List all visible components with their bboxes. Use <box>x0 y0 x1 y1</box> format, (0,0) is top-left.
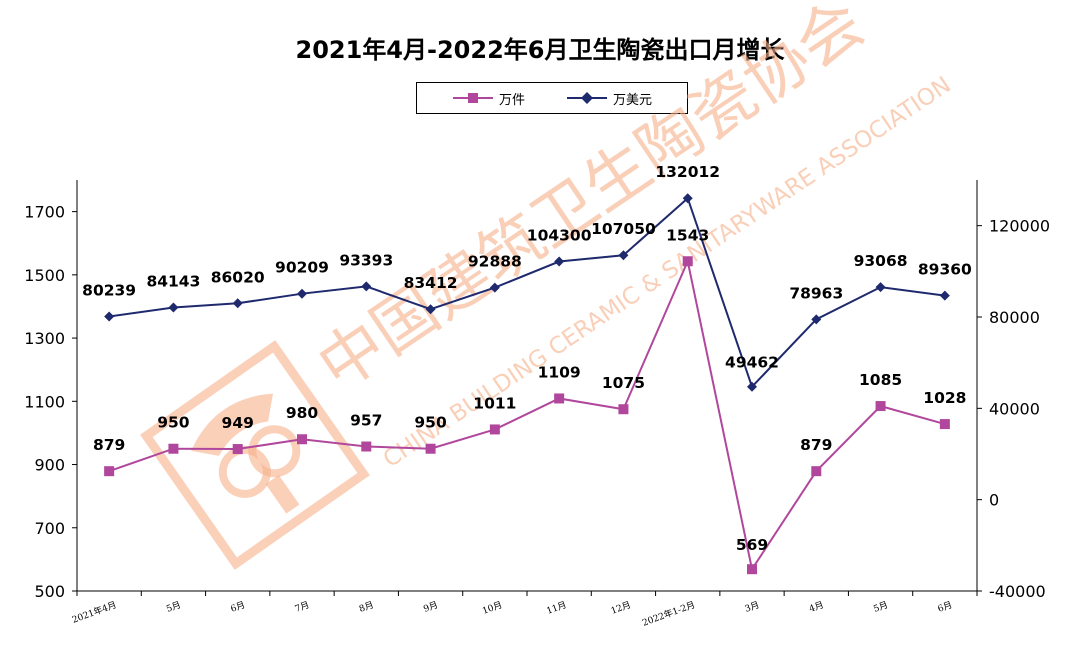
series-2-data-label: 92888 <box>468 253 522 271</box>
y-right-tick-label: 80000 <box>989 308 1040 327</box>
series-1-point <box>297 434 307 445</box>
series-2-point <box>168 302 179 313</box>
x-tick-label: 2022年1-2月 <box>641 599 697 629</box>
series-1-point <box>682 256 693 267</box>
series-1-point <box>747 564 757 575</box>
series-1-point <box>875 401 886 412</box>
x-tick-label: 3月 <box>743 599 761 614</box>
legend-swatch-series1 <box>453 93 493 103</box>
x-tick-label: 7月 <box>293 599 311 614</box>
series-2-point <box>618 250 629 261</box>
x-tick-label: 2021年4月 <box>70 599 118 626</box>
y-right-tick-label: 120000 <box>989 217 1050 236</box>
series-2-point <box>104 311 115 322</box>
y-right-tick-label: 40000 <box>989 399 1040 418</box>
series-1-point <box>489 424 500 435</box>
y-right-tick-label: 0 <box>989 491 999 510</box>
series-1-data-label: 879 <box>93 436 125 454</box>
series-2-data-label: 107050 <box>591 220 656 238</box>
series-2-data-label: 132012 <box>655 163 720 181</box>
series-1-data-label: 1075 <box>602 374 645 392</box>
series-1-point <box>104 466 115 477</box>
series-1-point <box>939 419 950 430</box>
x-tick-label: 6月 <box>229 599 247 614</box>
data-labels: 879 950 949 980 957 950 1011 1109 1075 1543 569 879… <box>82 163 972 554</box>
series-markers <box>104 193 950 575</box>
series-1-data-label: 569 <box>736 536 768 554</box>
y-left-tick-label: 900 <box>34 456 65 475</box>
series-2-data-label: 90209 <box>275 259 329 277</box>
x-tick-label: 5月 <box>872 599 890 614</box>
series-2-point <box>232 298 243 309</box>
series-1-data-label: 1011 <box>473 394 516 412</box>
y-left-tick-label: 1700 <box>24 203 65 222</box>
x-tick-label: 6月 <box>936 599 954 614</box>
series-1-point <box>232 444 243 455</box>
x-tick-label: 4月 <box>808 599 826 614</box>
series-1-data-label: 879 <box>800 436 832 454</box>
x-tick-label: 5月 <box>165 599 183 614</box>
series-1-data-label: 1109 <box>538 363 581 381</box>
series-1-point <box>168 443 179 454</box>
series-2-point <box>489 282 500 293</box>
y-left-tick-label: 1100 <box>24 392 65 411</box>
series-line-1 <box>108 257 946 572</box>
series-2-point <box>811 314 822 325</box>
association-seal-icon <box>140 340 370 570</box>
series-lines <box>108 196 946 572</box>
legend-item-series1: 万件 <box>453 89 526 108</box>
series-2-data-label: 49462 <box>725 354 779 372</box>
series-2-point <box>747 381 757 392</box>
chart-title: 2021年4月-2022年6月卫生陶瓷出口月增长 <box>295 36 785 64</box>
series-1-data-label: 949 <box>222 414 254 432</box>
series-2-data-label: 104300 <box>527 227 592 245</box>
series-2-data-label: 89360 <box>918 261 972 279</box>
legend-label-series2: 万美元 <box>613 92 653 108</box>
series-2-data-label: 93068 <box>854 252 908 270</box>
series-1-point <box>811 466 822 477</box>
y-left-tick-label: 500 <box>34 582 65 601</box>
series-2-data-label: 78963 <box>789 284 843 302</box>
y-left-tick-label: 1300 <box>24 329 65 348</box>
legend-item-series2: 万美元 <box>567 89 653 108</box>
series-2-point <box>297 288 307 299</box>
y-right-tick-label: -40000 <box>989 582 1046 601</box>
series-2-data-label: 86020 <box>211 268 265 286</box>
series-1-data-label: 1543 <box>666 226 709 244</box>
series-1-data-label: 950 <box>414 414 447 432</box>
series-line-2 <box>109 196 945 389</box>
series-2-data-label: 93393 <box>339 251 393 269</box>
series-2-data-label: 83412 <box>404 274 458 292</box>
series-1-data-label: 980 <box>286 404 319 422</box>
series-1-point <box>425 443 436 454</box>
series-2-data-label: 80239 <box>82 281 136 299</box>
x-tick-label: 9月 <box>422 599 440 614</box>
series-1-data-label: 1085 <box>859 371 902 389</box>
series-1-point <box>554 393 565 404</box>
series-2-data-label: 84143 <box>146 273 200 291</box>
y-left-tick-label: 1500 <box>24 266 65 285</box>
series-2-point <box>554 256 565 267</box>
watermark: 中国建筑卫生陶瓷协会 CHINA BUILDING CERAMIC & SANI… <box>140 0 956 570</box>
x-tick-label: 8月 <box>358 599 376 614</box>
series-2-point <box>875 282 886 293</box>
legend: 万件 万美元 <box>416 82 688 114</box>
series-2-point <box>425 304 436 315</box>
legend-swatch-series2 <box>567 92 607 104</box>
y-left-tick-label: 700 <box>34 519 65 538</box>
series-2-point <box>939 290 950 301</box>
series-1-point <box>618 404 629 415</box>
x-tick-label: 11月 <box>545 599 568 616</box>
series-2-point <box>361 281 372 292</box>
series-2-point <box>682 193 693 204</box>
series-1-data-label: 1028 <box>923 389 966 407</box>
series-1-data-label: 950 <box>157 414 190 432</box>
legend-label-series1: 万件 <box>499 92 526 108</box>
x-tick-label: 12月 <box>609 599 632 616</box>
x-tick-label: 10月 <box>481 599 504 616</box>
series-1-point <box>361 441 372 452</box>
series-1-data-label: 957 <box>350 412 382 430</box>
